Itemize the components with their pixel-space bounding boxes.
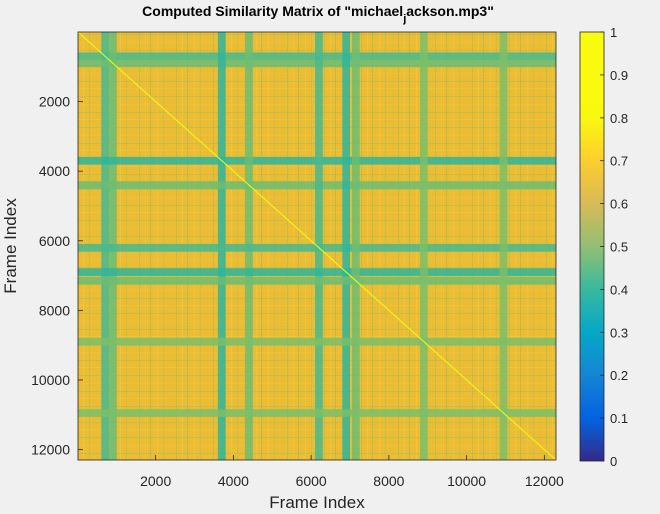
- x-tick-label: 4000: [218, 473, 249, 489]
- y-tick-label: 8000: [39, 302, 70, 318]
- low-similarity-band-horizontal: [78, 337, 556, 346]
- x-axis-label: Frame Index: [269, 493, 365, 512]
- plot-frame: [77, 31, 557, 461]
- y-tick-label: 6000: [39, 233, 70, 249]
- colorbar-tick-label: 1: [610, 25, 617, 40]
- chart-title-subscript: j: [402, 13, 406, 25]
- low-similarity-band-vertical: [499, 32, 508, 460]
- heatmap-diagonal: [78, 32, 556, 460]
- colorbar-tick-label: 0.4: [610, 282, 628, 297]
- chart-title-tail: ackson.mp3": [406, 3, 494, 19]
- colorbar-tick-label: 0.8: [610, 111, 628, 126]
- low-similarity-band-horizontal: [78, 243, 556, 252]
- colorbar-tick-label: 0.3: [610, 325, 628, 340]
- y-tick-label: 12000: [31, 442, 70, 458]
- colorbar-tick-label: 0.6: [610, 197, 628, 212]
- colorbar: 0 0.1 0.2 0.3 0.4 0.5 0.6 0.7 0.8 0.9 1: [579, 25, 628, 469]
- y-tick-label: 10000: [31, 372, 70, 388]
- low-similarity-band-vertical: [342, 32, 351, 460]
- low-similarity-band-horizontal: [78, 276, 556, 285]
- y-axis-ticks: 2000 4000 6000 8000 10000 12000: [31, 94, 83, 458]
- x-tick-label: 2000: [140, 473, 171, 489]
- colorbar-tick-label: 0: [610, 454, 617, 469]
- heatmap-plot-area: [78, 32, 556, 460]
- x-tick-label: 8000: [373, 473, 404, 489]
- chart-title-main: Computed Similarity Matrix of "michael: [142, 3, 403, 19]
- y-axis-label: Frame Index: [1, 198, 20, 294]
- colorbar-tick-label: 0.7: [610, 154, 628, 169]
- y-tick-label: 4000: [39, 163, 70, 179]
- x-axis-ticks: 2000 4000 6000 8000 10000 12000: [140, 455, 564, 489]
- low-similarity-band-vertical: [351, 32, 360, 460]
- low-similarity-band-vertical: [419, 32, 428, 460]
- colorbar-ticks: 0 0.1 0.2 0.3 0.4 0.5 0.6 0.7 0.8 0.9 1: [600, 25, 628, 469]
- chart-title: Computed Similarity Matrix of "michaelja…: [142, 3, 494, 25]
- colorbar-tick-label: 0.5: [610, 240, 628, 255]
- x-tick-label: 12000: [525, 473, 564, 489]
- low-similarity-band-horizontal: [78, 409, 556, 417]
- colorbar-tick-label: 0.9: [610, 68, 628, 83]
- x-tick-label: 10000: [447, 473, 486, 489]
- low-similarity-band-horizontal: [78, 268, 556, 276]
- y-tick-label: 2000: [39, 94, 70, 110]
- colorbar-tick-label: 0.2: [610, 368, 628, 383]
- x-tick-label: 6000: [296, 473, 327, 489]
- colorbar-tick-label: 0.1: [610, 411, 628, 426]
